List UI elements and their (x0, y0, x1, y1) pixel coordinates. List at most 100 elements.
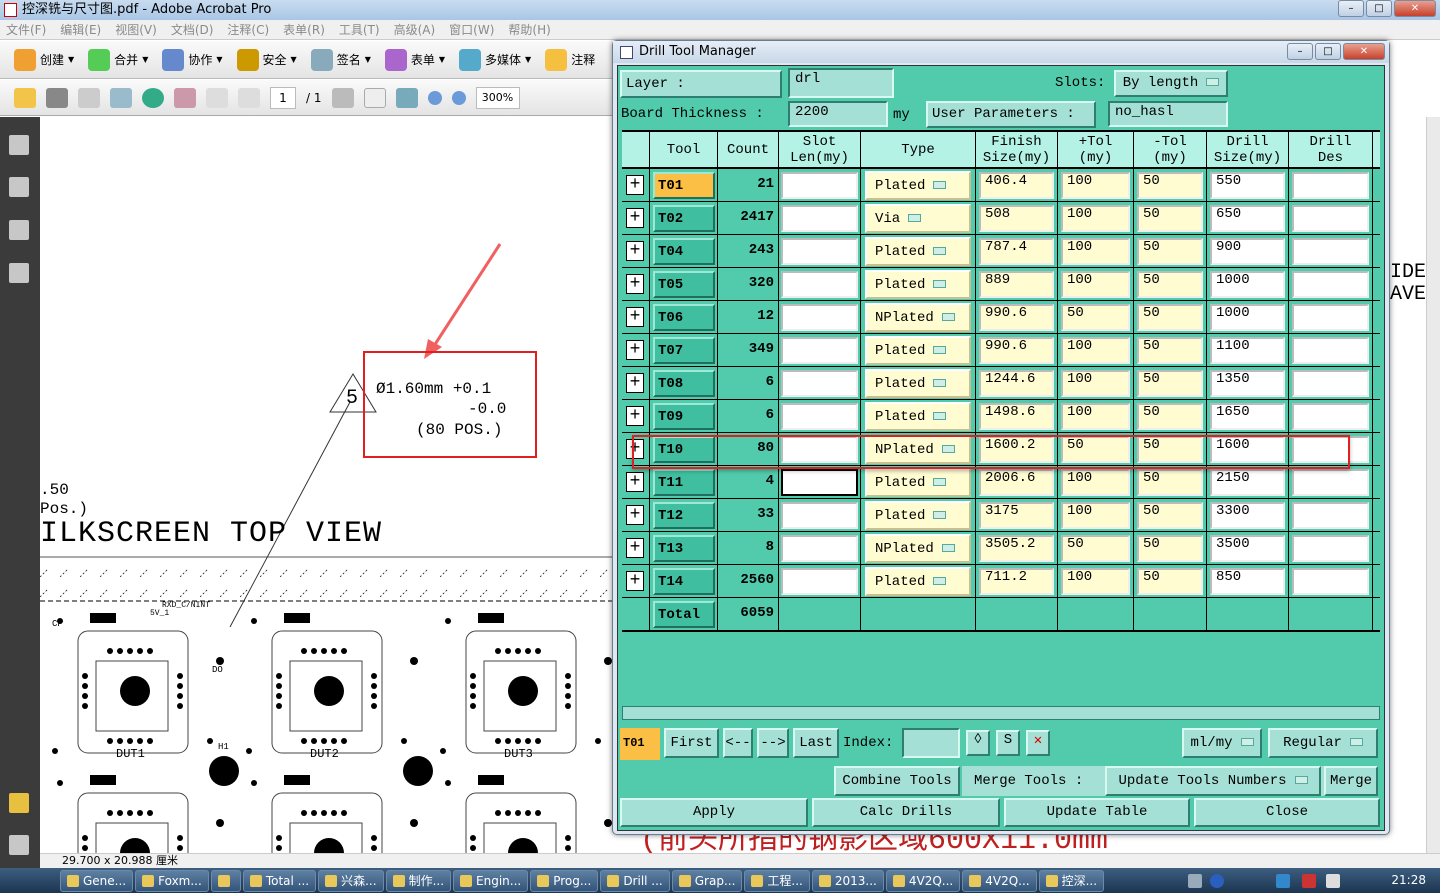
slot-length-input[interactable] (781, 568, 858, 595)
tool-button[interactable]: T07 (653, 337, 715, 364)
drill-des-input[interactable] (1292, 370, 1369, 397)
next-button[interactable]: --> (757, 728, 789, 758)
taskbar-item[interactable] (210, 869, 241, 892)
page-number-input[interactable]: 1 (270, 86, 296, 109)
mtol-input[interactable]: 50 (1137, 535, 1203, 562)
row-select-checkbox[interactable]: + (626, 340, 644, 360)
menu-item[interactable]: 文档(D) (170, 23, 214, 37)
units-select[interactable]: ml/my (1182, 728, 1262, 758)
drill-des-input[interactable] (1292, 568, 1369, 595)
toolbar-secure-button[interactable]: 安全 ▼ (236, 48, 297, 71)
row-select-checkbox[interactable]: + (626, 439, 644, 459)
row-select-checkbox[interactable]: + (626, 307, 644, 327)
drill-des-input[interactable] (1292, 337, 1369, 364)
mtol-input[interactable]: 50 (1137, 436, 1203, 463)
prev-page-icon[interactable] (206, 87, 228, 108)
ptol-input[interactable]: 50 (1061, 436, 1130, 463)
ptol-input[interactable]: 100 (1061, 238, 1130, 265)
apply-button[interactable]: Apply (620, 798, 808, 827)
tool-button[interactable]: T08 (653, 370, 715, 397)
mtol-input[interactable]: 50 (1137, 469, 1203, 496)
tool-button[interactable]: T04 (653, 238, 715, 265)
tool-button[interactable]: T05 (653, 271, 715, 298)
horizontal-scrollbar[interactable] (622, 706, 1380, 720)
taskbar-item[interactable]: Foxm... (135, 869, 209, 892)
finish-input[interactable]: 990.6 (979, 304, 1054, 331)
tray-app-icon[interactable] (1276, 874, 1290, 888)
ptol-input[interactable]: 100 (1061, 172, 1130, 199)
tool-button[interactable]: T11 (653, 469, 715, 496)
menu-item[interactable]: 注释(C) (227, 23, 270, 37)
tool-button[interactable]: T12 (653, 502, 715, 529)
sort-icon[interactable]: S (996, 730, 1020, 756)
taskbar-item[interactable]: 4V2Q... (962, 869, 1037, 892)
ptol-input[interactable]: 100 (1061, 469, 1130, 496)
web-icon[interactable] (142, 87, 164, 108)
close-button[interactable]: Close (1194, 798, 1380, 827)
email-icon[interactable] (110, 87, 132, 108)
taskbar-item[interactable]: 兴森... (318, 869, 384, 892)
update-table-button[interactable]: Update Table (1004, 798, 1190, 827)
menu-item[interactable]: 编辑(E) (60, 23, 102, 37)
taskbar-item[interactable]: Engin... (453, 869, 529, 892)
drill-size-input[interactable]: 3500 (1210, 535, 1285, 562)
type-select[interactable]: Plated (865, 237, 971, 266)
pages-icon[interactable] (9, 135, 29, 155)
taskbar-item[interactable]: 制作... (385, 869, 452, 892)
type-select[interactable]: Plated (865, 171, 971, 200)
finish-input[interactable]: 990.6 (979, 337, 1054, 364)
taskbar-item[interactable]: Drill ... (600, 869, 670, 892)
finish-input[interactable]: 787.4 (979, 238, 1054, 265)
tool-button[interactable]: T14 (653, 568, 715, 595)
comments-icon[interactable] (9, 793, 29, 813)
zoom-out-icon[interactable] (427, 90, 442, 105)
drill-size-input[interactable]: 650 (1210, 205, 1285, 232)
dialog-title-bar[interactable]: Drill Tool Manager – □ ✕ (613, 41, 1389, 63)
finish-input[interactable]: 1498.6 (979, 403, 1054, 430)
slot-length-input[interactable] (781, 337, 858, 364)
last-button[interactable]: Last (793, 728, 839, 758)
row-select-checkbox[interactable]: + (626, 208, 644, 228)
mtol-input[interactable]: 50 (1137, 568, 1203, 595)
ptol-input[interactable]: 100 (1061, 337, 1130, 364)
slot-length-input[interactable] (781, 469, 858, 496)
index-field[interactable] (902, 728, 960, 758)
layer-button[interactable]: Layer : (620, 70, 782, 98)
type-select[interactable]: Plated (865, 468, 971, 497)
slot-length-input[interactable] (781, 436, 858, 463)
finish-input[interactable]: 3505.2 (979, 535, 1054, 562)
marquee-zoom-icon[interactable] (395, 87, 418, 108)
finish-input[interactable]: 711.2 (979, 568, 1054, 595)
prev-button[interactable]: <-- (723, 728, 753, 758)
slots-select[interactable]: By length (1114, 70, 1228, 97)
drill-size-input[interactable]: 3300 (1210, 502, 1285, 529)
drill-des-input[interactable] (1292, 172, 1369, 199)
tool-button[interactable]: T06 (653, 304, 715, 331)
merge-button[interactable]: Merge (1324, 766, 1378, 796)
finish-input[interactable]: 1600.2 (979, 436, 1054, 463)
slot-length-input[interactable] (781, 205, 858, 232)
edit-object-icon[interactable] (174, 87, 196, 108)
combine-tools-button[interactable]: Combine Tools (834, 766, 960, 796)
mode-select[interactable]: Regular (1268, 728, 1378, 758)
dialog-close-button[interactable]: ✕ (1343, 43, 1385, 60)
slot-length-input[interactable] (781, 535, 858, 562)
drill-des-input[interactable] (1292, 502, 1369, 529)
row-select-checkbox[interactable]: + (626, 175, 644, 195)
row-select-checkbox[interactable]: + (626, 505, 644, 525)
type-select[interactable]: Plated (865, 567, 971, 596)
drill-des-input[interactable] (1292, 469, 1369, 496)
mtol-input[interactable]: 50 (1137, 238, 1203, 265)
taskbar-item[interactable]: 2013... (811, 869, 884, 892)
ptol-input[interactable]: 100 (1061, 403, 1130, 430)
menu-item[interactable]: 表单(R) (283, 23, 325, 37)
type-select[interactable]: Plated (865, 369, 971, 398)
save-icon[interactable] (78, 87, 100, 108)
attachments-icon[interactable] (9, 835, 29, 855)
user-parameters-button[interactable]: User Parameters : (926, 101, 1096, 128)
slot-length-input[interactable] (781, 271, 858, 298)
mtol-input[interactable]: 50 (1137, 205, 1203, 232)
menu-item[interactable]: 文件(F) (6, 23, 47, 37)
mtol-input[interactable]: 50 (1137, 304, 1203, 331)
toolbar-collaborate-button[interactable]: 协作 ▼ (162, 48, 223, 71)
